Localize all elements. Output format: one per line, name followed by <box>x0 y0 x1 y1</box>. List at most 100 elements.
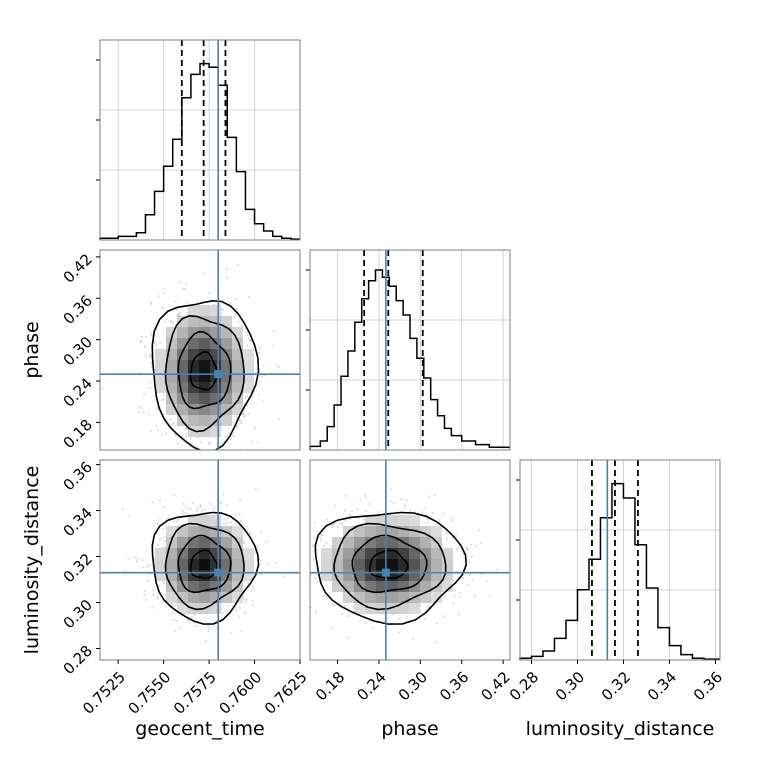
sample-point <box>162 527 165 530</box>
density-cell <box>221 327 232 338</box>
sample-point <box>178 313 181 316</box>
sample-point <box>155 406 158 410</box>
sample-point <box>220 308 223 311</box>
sample-point <box>403 503 406 506</box>
sample-point <box>240 421 243 425</box>
sample-point <box>262 363 265 366</box>
density-cell <box>376 592 387 603</box>
sample-point <box>400 497 403 501</box>
sample-point <box>225 457 227 459</box>
sample-point <box>398 617 401 620</box>
x-tick-label: 0.36 <box>690 668 726 704</box>
sample-point <box>405 499 409 502</box>
sample-point <box>137 411 141 414</box>
density-cell <box>354 592 365 603</box>
sample-point <box>227 604 230 607</box>
sample-point <box>338 522 341 525</box>
density-cell <box>442 548 453 559</box>
sample-point <box>434 640 437 644</box>
y-tick-label: 0.36 <box>60 292 96 328</box>
density-cell <box>177 570 188 581</box>
sample-point <box>172 422 175 425</box>
sample-point <box>222 493 225 496</box>
density-cell <box>188 316 199 327</box>
sample-point <box>150 334 153 337</box>
density-cell <box>221 316 232 327</box>
sample-point <box>237 320 241 323</box>
density-cell <box>343 592 354 603</box>
sample-point <box>516 622 518 624</box>
density-cell <box>420 537 431 548</box>
density-cell <box>232 526 243 537</box>
density-cell <box>232 327 243 338</box>
sample-point <box>424 506 427 510</box>
sample-point <box>225 276 228 280</box>
sample-point <box>313 520 317 524</box>
sample-point <box>174 300 177 303</box>
sample-point <box>150 355 153 359</box>
density-cell <box>199 404 210 415</box>
sample-point <box>445 531 448 534</box>
density-cell <box>232 371 243 382</box>
sample-point <box>320 539 323 542</box>
sample-point <box>244 601 247 604</box>
joint-content <box>273 460 518 660</box>
density-cell <box>442 581 453 592</box>
histogram-luminosity_distance <box>519 482 720 660</box>
density-cell <box>177 382 188 393</box>
sample-point <box>204 640 207 643</box>
sample-point <box>186 432 189 435</box>
sample-point <box>195 624 198 628</box>
density-cell <box>354 559 365 570</box>
sample-point <box>397 631 400 634</box>
sample-point <box>200 461 202 463</box>
sample-point <box>121 508 125 511</box>
sample-point <box>223 518 226 521</box>
density-cell <box>354 603 365 614</box>
density-cell <box>210 426 221 437</box>
x-tick-label: 0.28 <box>506 668 542 704</box>
density-cell <box>199 515 210 526</box>
x-axis-phase: 0.18 0.24 0.30 0.36 0.42 phase <box>312 660 514 740</box>
sample-point <box>242 412 245 416</box>
density-cell <box>387 559 398 570</box>
sample-point <box>208 292 211 295</box>
density-cell <box>199 316 210 327</box>
density-cell <box>398 592 409 603</box>
sample-point <box>224 452 226 454</box>
density-cell <box>221 404 232 415</box>
contour-0 <box>368 549 409 580</box>
panel-frame <box>309 459 511 661</box>
contour-1 <box>177 330 232 410</box>
contour-1 <box>351 534 428 594</box>
density-cell <box>166 592 177 603</box>
sample-point <box>243 414 246 417</box>
sample-point <box>179 280 182 284</box>
sample-point <box>186 301 189 304</box>
sample-point <box>371 626 374 630</box>
density-cell <box>420 526 431 537</box>
density-cell <box>210 526 221 537</box>
sample-point <box>256 545 259 548</box>
sample-point <box>193 613 196 617</box>
sample-point <box>147 413 151 416</box>
density-cell <box>199 537 210 548</box>
density-cell <box>232 570 243 581</box>
sample-point <box>364 496 367 499</box>
density-cell <box>199 360 210 371</box>
sample-point <box>291 518 293 520</box>
density-cell <box>431 526 442 537</box>
density-cell <box>177 360 188 371</box>
sample-point <box>273 576 275 578</box>
sample-point <box>247 581 250 584</box>
sample-point <box>145 336 148 339</box>
sample-point <box>209 502 212 505</box>
sample-point <box>127 557 130 560</box>
density-cell <box>199 305 210 316</box>
density-cell <box>387 581 398 592</box>
density-cell <box>243 360 254 371</box>
sample-point <box>163 287 166 291</box>
density-cell <box>243 548 254 559</box>
sample-point <box>468 560 471 564</box>
sample-point <box>234 513 237 516</box>
